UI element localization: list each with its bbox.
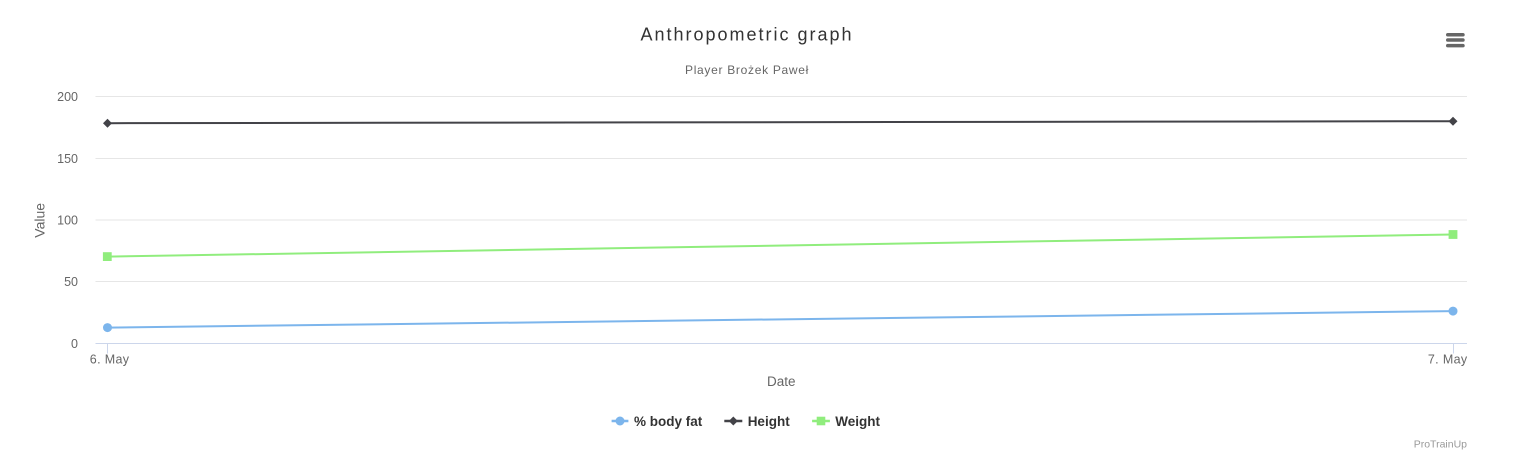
svg-text:7. May: 7. May	[1428, 353, 1468, 367]
svg-text:Anthropometric graph: Anthropometric graph	[640, 24, 853, 44]
svg-text:Player Brożek Paweł: Player Brożek Paweł	[685, 63, 809, 77]
svg-text:Weight: Weight	[835, 414, 880, 429]
svg-text:ProTrainUp: ProTrainUp	[1414, 439, 1467, 451]
svg-text:150: 150	[57, 152, 78, 166]
svg-text:100: 100	[57, 213, 78, 227]
svg-text:0: 0	[71, 337, 78, 351]
svg-text:Height: Height	[748, 414, 791, 429]
svg-text:% body fat: % body fat	[634, 414, 703, 429]
svg-text:Value: Value	[32, 203, 48, 238]
svg-text:6. May: 6. May	[90, 353, 130, 367]
svg-text:200: 200	[57, 90, 78, 104]
svg-text:50: 50	[64, 275, 78, 289]
svg-text:Date: Date	[767, 374, 796, 389]
